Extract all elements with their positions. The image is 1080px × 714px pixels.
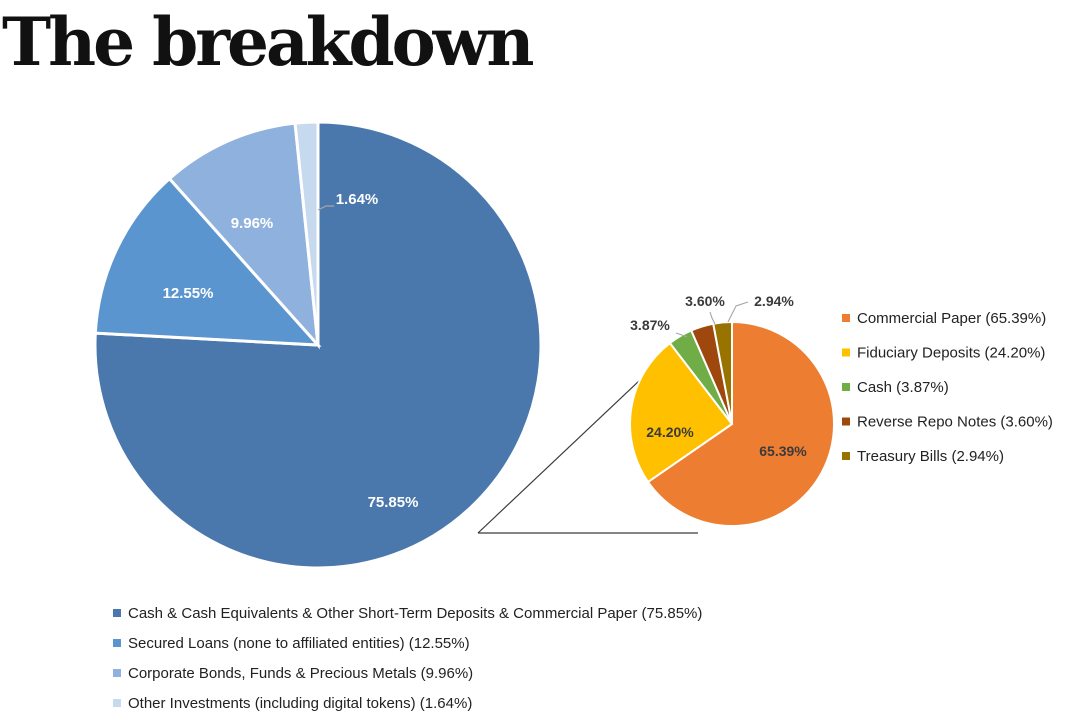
legend-item-treasury-bills: Treasury Bills (2.94%) [857,448,1004,465]
legend-swatch-secured-loans-none-to-affiliated-entities [113,639,121,647]
breakout-connector-lines [477,379,698,534]
legend-swatch-treasury-bills [842,452,850,460]
legend-item-other-investments-including-digital-tokens: Other Investments (including digital tok… [128,695,472,712]
sub-pie-labels: 65.39% 24.20% 3.87% 3.60% 2.94% [630,293,807,459]
pie-slice-corporate-bonds-funds-precious-metals [167,121,320,350]
leader-line-2 [709,311,716,325]
legend-item-corporate-bonds-funds-precious-metals: Corporate Bonds, Funds & Precious Metals… [128,665,473,682]
legend-item-reverse-repo-notes: Reverse Repo Notes (3.60%) [857,414,1053,431]
data-label-other-investments-including-digital-tokens: 1.64% [336,191,379,208]
legend-item-commercial-paper: Commercial Paper (65.39%) [857,310,1046,327]
data-label-treasury-bills: 2.94% [754,293,794,309]
page-title: The breakdown [2,3,534,81]
legend-swatch-cash [842,383,850,391]
sub-pie-legend: Commercial Paper (65.39%) Fiduciary Depos… [842,310,1053,465]
main-pie-labels: 75.85% 12.55% 9.96% 1.64% [163,191,419,511]
main-pie-legend: Cash & Cash Equivalents & Other Short-Te… [113,605,702,712]
legend-swatch-other-investments-including-digital-tokens [113,699,121,707]
leader-line-3 [727,301,749,323]
leader-line-other-investments [317,205,334,211]
pie-slice-other-investments-including-digital-tokens [293,120,320,346]
pie-slice-cash-cash-equivalents-other-short-term-deposits-commercial-paper [93,120,543,570]
data-label-corporate-bonds-funds-precious-metals: 9.96% [231,215,274,232]
connector-line-top [477,379,641,534]
pie-slice-commercial-paper [646,320,836,527]
data-label-fiduciary-deposits: 24.20% [646,424,694,440]
pie-slice-treasury-bills [712,320,733,425]
data-label-reverse-repo-notes: 3.60% [685,293,725,309]
data-label-cash: 3.87% [630,317,670,333]
pie-slice-secured-loans-none-to-affiliated-entities [93,176,322,347]
legend-swatch-commercial-paper [842,314,850,322]
legend-item-cash: Cash (3.87%) [857,379,949,396]
sub-pie [629,320,836,527]
data-label-cash-cash-equivalents-other-short-term-deposits-commercial-paper: 75.85% [368,494,419,511]
legend-item-fiduciary-deposits: Fiduciary Deposits (24.20%) [857,345,1045,362]
legend-swatch-fiduciary-deposits [842,348,850,357]
legend-item-secured-loans-none-to-affiliated-entities: Secured Loans (none to affiliated entiti… [128,635,470,652]
leader-line-1 [675,332,688,338]
data-label-secured-loans-none-to-affiliated-entities: 12.55% [163,285,214,302]
main-pie [93,120,543,570]
legend-item-cash-cash-equivalents-other-short-term-deposits-commercial-paper: Cash & Cash Equivalents & Other Short-Te… [128,605,702,622]
pie-slice-fiduciary-deposits [629,341,734,484]
legend-swatch-reverse-repo-notes [842,417,850,426]
data-label-commercial-paper: 65.39% [759,443,807,459]
legend-swatch-corporate-bonds-funds-precious-metals [113,669,121,677]
legend-swatch-cash-cash-equivalents-other-short-term-deposits-commercial-paper [113,609,121,617]
